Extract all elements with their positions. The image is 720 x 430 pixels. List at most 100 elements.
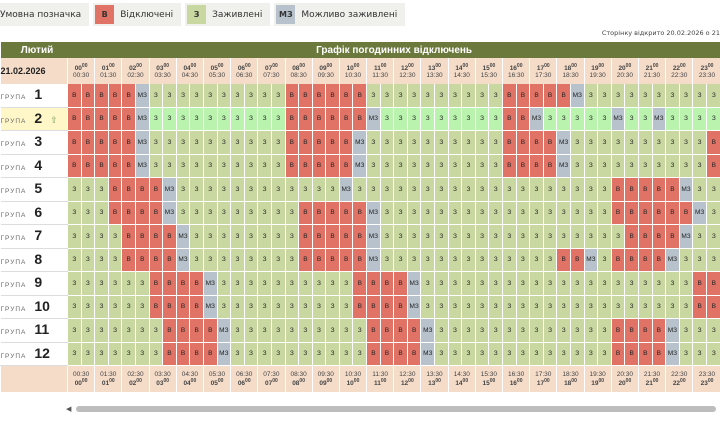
group-label[interactable]: ГРУПА 10 (0, 295, 68, 319)
halfhour-label: 07:30 (263, 72, 280, 80)
schedule-cell: З (270, 177, 285, 202)
group-label[interactable]: ГРУПА 1 (0, 84, 68, 108)
group-label[interactable]: ГРУПА 5 (0, 177, 68, 202)
hour-label: 0800 (292, 62, 305, 73)
schedule-cell: З (175, 154, 190, 178)
schedule-cell: З (542, 248, 557, 272)
schedule-cell: В (325, 130, 340, 155)
hour-label: 1200 (400, 377, 414, 388)
schedule-cell: З (202, 224, 218, 249)
header-hour-06: 0600 06:30 (230, 58, 258, 84)
schedule-cell: З (447, 177, 462, 202)
group-label[interactable]: ГРУПА 4 (0, 154, 68, 178)
group-label[interactable]: ГРУПА 3 (0, 130, 68, 155)
schedule-cell: МЗ (406, 271, 421, 296)
schedule-cell: З (665, 295, 680, 319)
group-label[interactable]: ГРУПА 6 (0, 201, 68, 225)
schedule-cell: В (107, 177, 122, 202)
schedule-cell: З (447, 342, 462, 366)
hour-minutes: 00 (680, 62, 686, 69)
header-hour-20: 2000 20:30 (610, 58, 639, 84)
group-label[interactable]: ГРУПА 2 ⇧ (0, 107, 68, 131)
hour-minutes: 00 (217, 62, 224, 69)
schedule-cell: МЗ (216, 342, 231, 366)
schedule-cell: З (257, 154, 272, 178)
schedule-cell: МЗ (569, 84, 585, 108)
scroll-left-icon[interactable]: ◀ (66, 405, 72, 413)
hour-minutes: 00 (299, 62, 305, 69)
schedule-cell: З (257, 107, 272, 131)
schedule-cell: З (624, 154, 639, 178)
hour-minutes: 00 (272, 377, 278, 384)
group-word: ГРУПА (0, 188, 27, 196)
header-hour-23: 2300 23:30 (692, 58, 720, 84)
schedule-cell: В (121, 224, 136, 249)
group-label[interactable]: ГРУПА 9 (0, 271, 68, 296)
schedule-cell: В (338, 224, 353, 249)
schedule-cell: В (311, 224, 326, 249)
schedule-cell: З (202, 154, 218, 178)
schedule-cell: В (134, 248, 150, 272)
hour-minutes: 00 (489, 377, 496, 384)
schedule-cell: З (488, 342, 503, 366)
halfhour-label: 21:30 (643, 370, 661, 378)
schedule-cell: З (393, 154, 408, 178)
group-row-6: ГРУПА 6 З З З В В В В МЗ З З З З З З З З З В В В В В МЗ З З З З З З З З З… (0, 201, 720, 225)
schedule-cell: З (189, 248, 204, 272)
schedule-cell: В (502, 84, 517, 108)
schedule-cell: З (651, 130, 666, 155)
schedule-cell: З (80, 271, 95, 296)
schedule-cell: В (624, 318, 639, 343)
schedule-cell: З (216, 107, 231, 131)
hour-label: 0000 (74, 62, 88, 73)
schedule-cell: З (529, 248, 544, 272)
hour-minutes: 00 (190, 62, 197, 69)
schedule-cell: В (502, 130, 517, 155)
hour-label: 1500 (482, 377, 496, 388)
schedule-cell: З (67, 271, 82, 296)
group-label[interactable]: ГРУПА 11 (0, 318, 68, 343)
horizontal-scrollbar[interactable]: ◀ (66, 405, 720, 413)
schedule-cell: З (406, 224, 421, 249)
schedule-cell: МЗ (366, 107, 381, 131)
legend-swatch: В (95, 5, 115, 24)
schedule-cell: З (610, 84, 625, 108)
hour-minutes: 00 (163, 62, 170, 69)
schedule-cell: В (705, 295, 720, 319)
schedule-cell: В (148, 201, 163, 225)
schedule-cell: З (230, 201, 245, 225)
schedule-cell: З (202, 107, 218, 131)
header-hour-04: 0400 04:30 (175, 58, 204, 84)
group-label[interactable]: ГРУПА 8 (0, 248, 68, 272)
schedule-cell: З (379, 248, 394, 272)
schedule-cell: З (379, 130, 394, 155)
scrollbar-thumb[interactable] (76, 406, 716, 412)
schedule-cell: З (705, 248, 720, 272)
pin-up-icon[interactable]: ⇧ (50, 114, 58, 125)
schedule-cell: В (542, 84, 557, 108)
schedule-cell: З (569, 224, 585, 249)
schedule-cell: З (270, 201, 285, 225)
footer-hour-00: 00:30 0000 (66, 365, 95, 392)
group-label[interactable]: ГРУПА 12 (0, 342, 68, 366)
schedule-cell: З (352, 177, 367, 202)
schedule-cell: В (80, 107, 95, 131)
schedule-cell: З (243, 318, 258, 343)
group-label[interactable]: ГРУПА 7 (0, 224, 68, 249)
schedule-cell: З (67, 342, 82, 366)
schedule-cell: З (311, 318, 326, 343)
group-number: 6 (34, 203, 43, 220)
schedule-cell: З (298, 271, 313, 296)
hour-minutes: 00 (408, 62, 414, 69)
schedule-cell: З (705, 342, 720, 366)
schedule-cell: В (284, 84, 299, 108)
hour-minutes: 00 (81, 377, 88, 384)
schedule-cell: В (202, 318, 218, 343)
schedule-cell: З (270, 107, 285, 131)
schedule-cell: З (175, 84, 190, 108)
hour-label: 1100 (373, 62, 387, 73)
schedule-cell: МЗ (678, 224, 693, 249)
schedule-cell: З (420, 271, 435, 296)
schedule-cell: В (637, 224, 653, 249)
schedule-cell: З (583, 154, 598, 178)
